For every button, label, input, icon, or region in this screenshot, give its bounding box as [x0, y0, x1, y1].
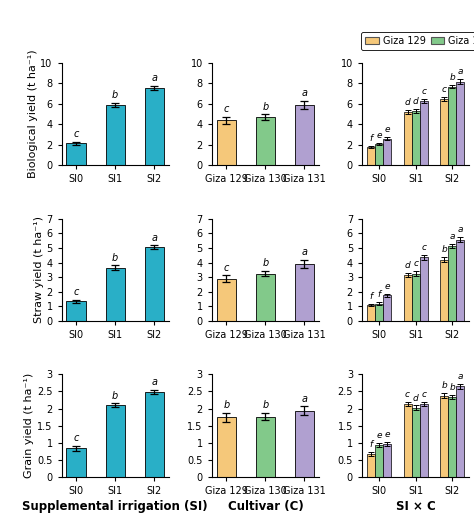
Bar: [66, 448, 86, 477]
Text: c: c: [224, 263, 229, 272]
Text: b: b: [441, 381, 447, 390]
Text: e: e: [376, 431, 382, 441]
Text: c: c: [73, 287, 79, 297]
Text: b: b: [262, 258, 269, 268]
Bar: [66, 301, 86, 321]
Text: c: c: [442, 85, 447, 94]
Bar: [383, 444, 391, 477]
Text: c: c: [405, 390, 410, 399]
Text: a: a: [457, 372, 463, 381]
Bar: [217, 121, 236, 166]
Text: f: f: [377, 290, 381, 299]
Bar: [403, 112, 411, 166]
Bar: [440, 99, 448, 166]
Bar: [456, 240, 465, 321]
Bar: [456, 386, 465, 477]
Bar: [217, 417, 236, 477]
Bar: [419, 404, 428, 477]
X-axis label: Cultivar (C): Cultivar (C): [228, 500, 303, 513]
Text: a: a: [151, 73, 157, 83]
Text: e: e: [384, 125, 390, 134]
Bar: [411, 111, 419, 166]
Bar: [411, 274, 419, 321]
Text: f: f: [369, 440, 373, 450]
Bar: [106, 268, 125, 321]
Bar: [448, 246, 456, 321]
Bar: [403, 275, 411, 321]
Bar: [255, 417, 275, 477]
Text: a: a: [151, 233, 157, 243]
Bar: [367, 454, 375, 477]
Bar: [255, 274, 275, 321]
Bar: [145, 247, 164, 321]
Text: d: d: [405, 99, 410, 107]
Text: d: d: [405, 261, 410, 270]
Text: b: b: [262, 102, 269, 112]
Bar: [448, 397, 456, 477]
Y-axis label: Biological yield (t ha⁻¹): Biological yield (t ha⁻¹): [27, 50, 37, 179]
Text: a: a: [151, 377, 157, 387]
Bar: [295, 264, 314, 321]
X-axis label: Supplemental irrigation (SI): Supplemental irrigation (SI): [22, 500, 208, 513]
Text: a: a: [301, 394, 308, 403]
Text: c: c: [73, 433, 79, 443]
Text: f: f: [369, 292, 373, 301]
Text: d: d: [413, 394, 419, 402]
Text: c: c: [224, 104, 229, 114]
Y-axis label: Grain yield (t ha⁻¹): Grain yield (t ha⁻¹): [24, 373, 34, 478]
Text: e: e: [384, 430, 390, 439]
Text: a: a: [457, 68, 463, 77]
Text: b: b: [449, 73, 455, 82]
Text: b: b: [112, 253, 118, 263]
X-axis label: SI × C: SI × C: [396, 500, 436, 513]
Text: b: b: [262, 400, 269, 410]
Bar: [383, 139, 391, 166]
Bar: [375, 445, 383, 477]
Bar: [456, 82, 465, 166]
Text: e: e: [376, 131, 382, 140]
Text: b: b: [449, 384, 455, 392]
Bar: [367, 305, 375, 321]
Bar: [145, 88, 164, 166]
Bar: [448, 86, 456, 166]
Text: b: b: [223, 400, 229, 410]
Text: b: b: [112, 390, 118, 400]
Bar: [367, 147, 375, 166]
Legend: Giza 129, Giza 130, Giza 131: Giza 129, Giza 130, Giza 131: [362, 32, 474, 50]
Bar: [440, 259, 448, 321]
Bar: [106, 405, 125, 477]
Bar: [295, 105, 314, 166]
Bar: [403, 404, 411, 477]
Text: a: a: [301, 247, 308, 257]
Bar: [255, 117, 275, 166]
Text: c: c: [421, 86, 426, 96]
Bar: [440, 396, 448, 477]
Text: c: c: [413, 259, 418, 268]
Text: c: c: [421, 243, 426, 252]
Text: a: a: [301, 89, 308, 99]
Text: b: b: [441, 245, 447, 254]
Text: c: c: [421, 390, 426, 399]
Y-axis label: Straw yield (t ha⁻¹): Straw yield (t ha⁻¹): [34, 216, 44, 323]
Text: f: f: [369, 134, 373, 143]
Bar: [419, 257, 428, 321]
Bar: [66, 144, 86, 166]
Text: b: b: [112, 91, 118, 101]
Bar: [375, 144, 383, 166]
Text: a: a: [449, 232, 455, 241]
Text: e: e: [384, 282, 390, 291]
Bar: [145, 392, 164, 477]
Bar: [383, 296, 391, 321]
Bar: [375, 303, 383, 321]
Bar: [411, 408, 419, 477]
Text: d: d: [413, 97, 419, 106]
Text: c: c: [73, 129, 79, 139]
Bar: [217, 279, 236, 321]
Bar: [106, 105, 125, 166]
Text: a: a: [457, 225, 463, 234]
Bar: [419, 101, 428, 166]
Bar: [295, 411, 314, 477]
